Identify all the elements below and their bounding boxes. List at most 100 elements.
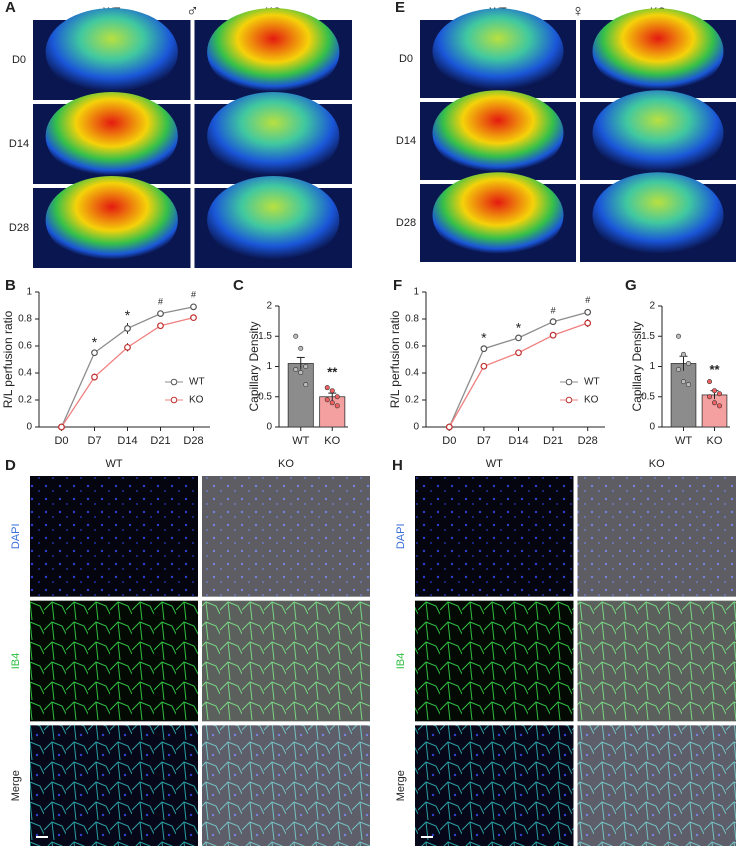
individual-point (685, 382, 691, 388)
x-tick-label: D21 (150, 435, 170, 447)
y-axis-label: Capillary Density (247, 321, 261, 411)
row-label: DAPI (395, 523, 407, 549)
row-label: D14 (9, 138, 29, 150)
individual-point (711, 388, 717, 394)
microscopy-image (202, 476, 370, 597)
bar (701, 394, 728, 428)
data-point (190, 314, 197, 322)
sex-symbol: ♀ (572, 1, 585, 20)
data-point (91, 349, 98, 357)
data-point (157, 310, 164, 318)
individual-point (706, 394, 712, 400)
individual-point (716, 391, 722, 397)
significance-mark: # (158, 296, 163, 306)
bar (670, 363, 697, 428)
panel-letter: F (393, 277, 402, 294)
x-tick-label: D14 (117, 435, 137, 447)
y-tick-label: 1 (266, 361, 272, 372)
perfusion-image (432, 172, 564, 259)
data-point (190, 303, 197, 311)
significance-mark: ** (327, 365, 338, 380)
column-label: WT (105, 458, 122, 470)
microscopy-image (30, 600, 198, 722)
perfusion-image (207, 176, 340, 264)
microscopy-image (577, 600, 736, 722)
legend-marker (170, 396, 178, 404)
series-line (60, 317, 194, 428)
panel-letter: H (392, 457, 403, 474)
perfusion-image (592, 172, 724, 259)
significance-mark: # (551, 306, 556, 316)
individual-point (303, 363, 309, 369)
perfusion-image (45, 8, 178, 96)
x-tick-label: D28 (183, 435, 203, 447)
y-tick-label: 1 (413, 287, 419, 298)
individual-point (680, 351, 686, 357)
legend-marker (565, 396, 573, 404)
data-point (515, 334, 522, 342)
microscopy-image (202, 725, 370, 846)
x-tick-label: D21 (543, 435, 563, 447)
perfusion-image (45, 176, 178, 264)
legend-label: WT (584, 377, 600, 388)
data-point (584, 319, 592, 327)
y-tick-label: 1 (26, 287, 32, 298)
individual-point (324, 385, 330, 391)
scale-bar (36, 836, 48, 838)
x-tick-label: D7 (87, 435, 101, 447)
legend-marker (170, 378, 178, 386)
y-tick-label: 0.4 (18, 368, 32, 379)
data-point (480, 345, 488, 353)
row-label: Merge (10, 770, 22, 801)
y-tick-label: 0 (266, 422, 272, 433)
panel-letter: B (5, 277, 16, 294)
individual-point (329, 400, 335, 406)
individual-point (334, 403, 340, 409)
significance-mark: * (92, 334, 98, 350)
perfusion-image (592, 8, 724, 95)
x-tick-label: D14 (508, 435, 528, 447)
significance-mark: * (516, 320, 522, 336)
data-point (480, 362, 488, 370)
microscopy-image (30, 476, 198, 597)
y-tick-label: 0 (26, 422, 32, 433)
significance-mark: * (481, 330, 487, 346)
data-point (549, 331, 557, 339)
x-tick-label: KO (324, 435, 340, 447)
legend-label: KO (584, 395, 599, 406)
y-tick-label: 0.6 (18, 341, 32, 352)
panel-letter: A (5, 0, 16, 16)
column-label: KO (278, 458, 294, 470)
scale-bar (421, 836, 433, 838)
panel-letter: D (5, 457, 16, 474)
y-axis-label: R/L perfusion ratio (1, 310, 15, 408)
significance-mark: * (125, 307, 131, 323)
y-axis-label: Capillary Density (630, 321, 644, 411)
row-label: D0 (12, 54, 26, 66)
row-label: D14 (396, 135, 416, 147)
y-tick-label: 0.4 (405, 368, 419, 379)
panel-letter: C (233, 277, 244, 294)
data-point (91, 373, 98, 381)
y-tick-label: 0 (649, 422, 655, 433)
data-point (58, 423, 65, 431)
row-label: Merge (395, 770, 407, 801)
individual-point (675, 333, 681, 339)
y-tick-label: 1.5 (258, 331, 272, 342)
individual-point (329, 388, 335, 394)
row-label: D28 (396, 217, 416, 229)
data-point (157, 322, 164, 330)
x-tick-label: D7 (477, 435, 491, 447)
individual-point (685, 360, 691, 366)
data-point (124, 325, 131, 332)
perfusion-image (432, 90, 564, 177)
individual-point (293, 367, 299, 373)
y-tick-label: 0.2 (405, 395, 419, 406)
perfusion-image (207, 92, 340, 180)
x-tick-label: KO (707, 435, 723, 447)
x-tick-label: D0 (54, 435, 68, 447)
individual-point (716, 403, 722, 409)
y-tick-label: 1.5 (641, 331, 655, 342)
significance-mark: # (585, 295, 590, 305)
